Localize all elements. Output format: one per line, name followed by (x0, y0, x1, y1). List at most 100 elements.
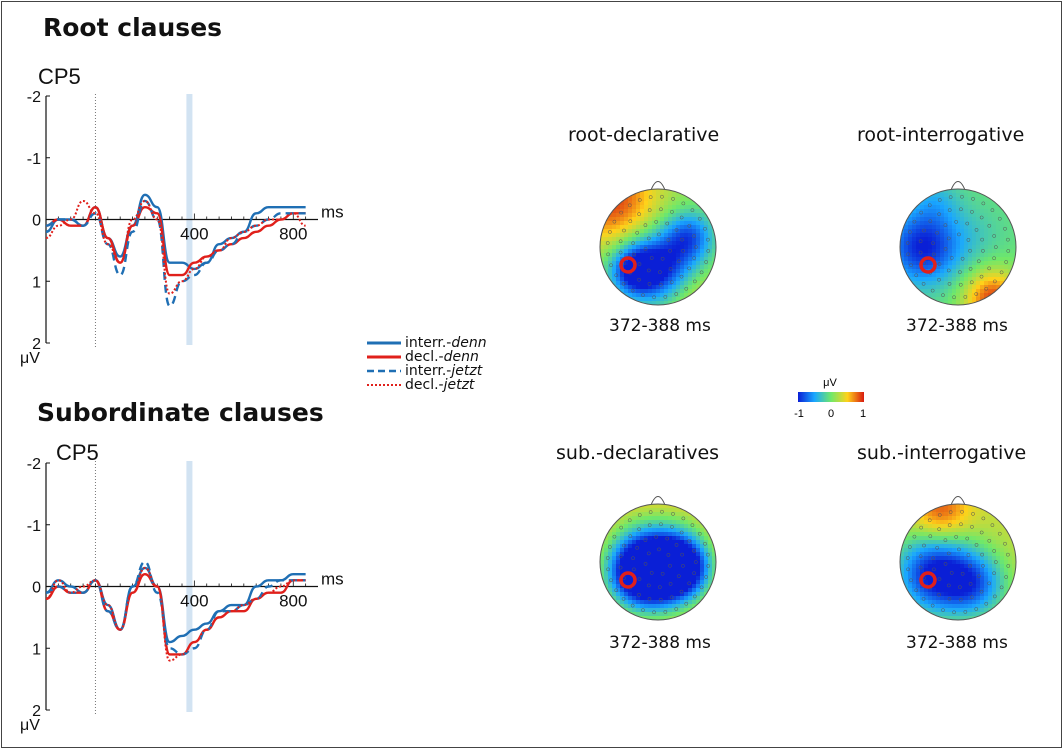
heatmap-cell (676, 261, 681, 266)
heatmap-cell (600, 285, 605, 290)
heatmap-cell (984, 556, 989, 561)
heatmap-cell (960, 516, 965, 521)
heatmap-cell (636, 584, 641, 589)
heatmap-cell (604, 301, 609, 305)
heatmap-cell (632, 612, 637, 617)
heatmap-cell (616, 233, 621, 238)
heatmap-cell (624, 604, 629, 609)
heatmap-cell (908, 189, 913, 194)
heatmap-cell (640, 516, 645, 521)
heatmap-cell (648, 201, 653, 206)
heatmap-cell (996, 253, 1001, 258)
heatmap-cell (704, 536, 709, 541)
heatmap-cell (628, 516, 633, 521)
heatmap-cell (948, 297, 953, 302)
heatmap-cell (652, 237, 657, 242)
heatmap-cell (680, 277, 685, 282)
heatmap-cell (980, 269, 985, 274)
heatmap-cell (916, 592, 921, 597)
heatmap-cell (640, 540, 645, 545)
heatmap-cell (1012, 536, 1016, 541)
electrode-dot (908, 545, 912, 549)
heatmap-cell (968, 564, 973, 569)
heatmap-cell (608, 608, 613, 613)
heatmap-cell (1004, 289, 1009, 294)
heatmap-cell (608, 564, 613, 569)
heatmap-cell (1012, 508, 1016, 513)
heatmap-cell (700, 301, 705, 305)
heatmap-cell (1000, 540, 1005, 545)
heatmap-cell (684, 289, 689, 294)
heatmap-cell (912, 265, 917, 270)
heatmap-cell (932, 552, 937, 557)
electrode-dot (965, 221, 970, 226)
heatmap-cell (968, 189, 973, 194)
heatmap-cell (964, 544, 969, 549)
heatmap-cell (916, 205, 921, 210)
heatmap-cell (956, 189, 961, 194)
heatmap-cell (904, 281, 909, 286)
heatmap-cell (1004, 520, 1009, 525)
heatmap-cell (992, 205, 997, 210)
heatmap-cell (624, 504, 629, 509)
heatmap-cell (696, 524, 701, 529)
heatmap-cell (604, 568, 609, 573)
heatmap-cell (696, 221, 701, 226)
electrode-dot (647, 282, 652, 286)
heatmap-cell (676, 588, 681, 593)
heatmap-cell (660, 217, 665, 222)
heatmap-cell (604, 604, 609, 609)
heatmap-cell (996, 189, 1001, 194)
heatmap-cell (956, 576, 961, 581)
heatmap-cell (984, 616, 989, 620)
electrode-dot (993, 245, 998, 249)
heatmap-cell (904, 233, 909, 238)
heatmap-cell (924, 221, 929, 226)
heatmap-cell (968, 560, 973, 565)
electrode-dot (627, 203, 632, 208)
heatmap-cell (708, 201, 713, 206)
heatmap-cell (912, 249, 917, 254)
heatmap-cell (636, 608, 641, 613)
heatmap-cell (960, 540, 965, 545)
heatmap-cell (992, 301, 997, 305)
heatmap-cell (688, 612, 693, 617)
heatmap-cell (1012, 564, 1016, 569)
heatmap-cell (680, 568, 685, 573)
heatmap-cell (992, 588, 997, 593)
heatmap-cell (932, 193, 937, 198)
heatmap-cell (968, 616, 973, 620)
heatmap-cell (676, 217, 681, 222)
heatmap-cell (700, 201, 705, 206)
heatmap-cell (632, 285, 637, 290)
heatmap-cell (672, 596, 677, 601)
heatmap-cell (940, 201, 945, 206)
heatmap-cell (620, 225, 625, 230)
heatmap-cell (908, 217, 913, 222)
heatmap-cell (600, 524, 605, 529)
heatmap-cell (980, 253, 985, 258)
heatmap-cell (912, 544, 917, 549)
heatmap-cell (912, 608, 917, 613)
heatmap-cell (984, 197, 989, 202)
heatmap-cell (660, 560, 665, 565)
heatmap-cell (608, 273, 613, 278)
heatmap-cell (904, 201, 909, 206)
heatmap-cell (932, 556, 937, 561)
heatmap-cell (976, 564, 981, 569)
electrode-dot (980, 552, 984, 557)
heatmap-cell (900, 209, 905, 214)
heatmap-cell (692, 289, 697, 294)
heatmap-cell (928, 596, 933, 601)
heatmap-cell (648, 265, 653, 270)
heatmap-cell (932, 504, 937, 509)
legend-item: interr.- jetzt (367, 363, 487, 379)
electrode-dot (614, 588, 619, 593)
heatmap-cell (712, 604, 716, 609)
electrode-dot (630, 603, 635, 608)
electrode-dot (968, 563, 972, 568)
heatmap-cell (956, 540, 961, 545)
heatmap-cell (628, 596, 633, 601)
heatmap-cell (600, 572, 605, 577)
heatmap-cell (608, 556, 613, 561)
